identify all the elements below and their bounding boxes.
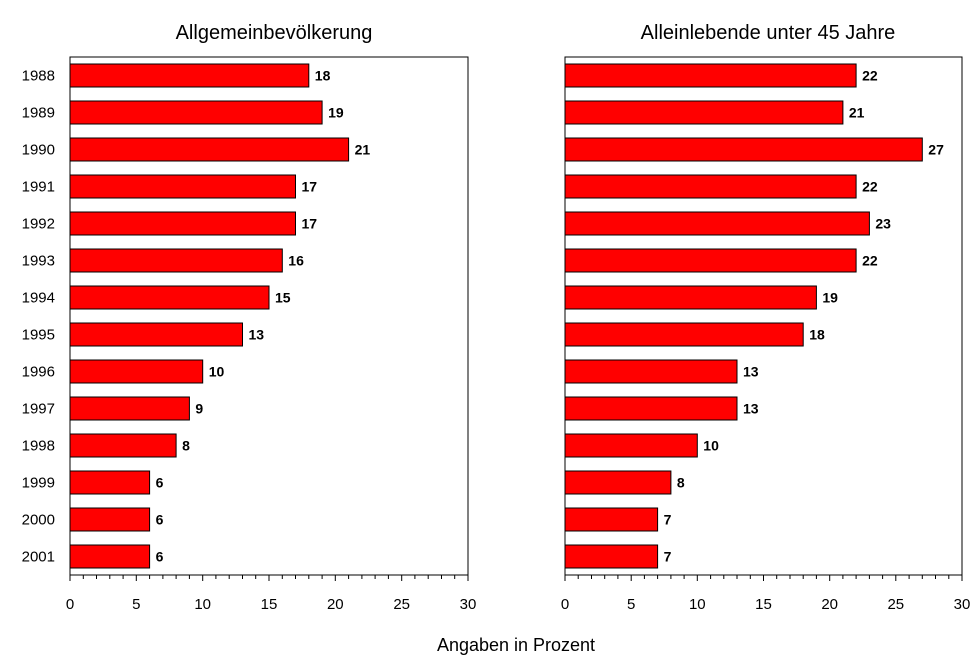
bar-1992 (69, 211, 296, 236)
data-label-1992: 23 (875, 216, 891, 232)
x-tick-label-20: 20 (821, 596, 838, 613)
bar-1988 (564, 63, 857, 88)
category-label-1989: 1989 (22, 105, 55, 122)
data-label-1993: 16 (288, 253, 304, 269)
category-label-2001: 2001 (22, 549, 55, 566)
x-tick-label-10: 10 (194, 596, 211, 613)
x-axis-label: Angaben in Prozent (437, 635, 595, 655)
x-tick-label-15: 15 (261, 596, 278, 613)
category-label-1990: 1990 (22, 142, 55, 159)
bar-1991 (564, 174, 857, 199)
category-label-1995: 1995 (22, 327, 55, 344)
data-label-1995: 18 (809, 327, 825, 343)
data-label-2001: 6 (156, 549, 164, 565)
bar-1999 (69, 470, 151, 495)
data-label-1998: 10 (703, 438, 719, 454)
x-tick-label-15: 15 (755, 596, 772, 613)
data-label-2000: 7 (664, 512, 672, 528)
bar-1996 (564, 359, 738, 384)
bar-1997 (564, 396, 738, 421)
bar-1998 (564, 433, 698, 458)
x-tick-label-0: 0 (561, 596, 569, 613)
bar-1994 (564, 285, 817, 310)
data-label-1997: 13 (743, 401, 759, 417)
bar-2000 (69, 507, 151, 532)
bar-1997 (69, 396, 190, 421)
plot-frame (564, 56, 963, 576)
data-label-1991: 17 (302, 179, 318, 195)
x-tick-label-5: 5 (627, 596, 635, 613)
x-tick-label-30: 30 (460, 596, 477, 613)
bar-1995 (69, 322, 243, 347)
category-label-1996: 1996 (22, 364, 55, 381)
bar-2001 (564, 544, 659, 569)
x-tick-label-20: 20 (327, 596, 344, 613)
data-label-2001: 7 (664, 549, 672, 565)
data-label-1989: 19 (328, 105, 344, 121)
data-label-1997: 9 (195, 401, 203, 417)
bar-1995 (564, 322, 804, 347)
data-label-1990: 27 (928, 142, 944, 158)
data-label-1988: 22 (862, 68, 878, 84)
data-label-1994: 15 (275, 290, 291, 306)
bar-1990 (69, 137, 350, 162)
x-tick-label-0: 0 (66, 596, 74, 613)
data-label-1999: 8 (677, 475, 685, 491)
x-tick-label-5: 5 (132, 596, 140, 613)
category-label-1991: 1991 (22, 179, 55, 196)
category-label-1997: 1997 (22, 401, 55, 418)
bar-1998 (69, 433, 177, 458)
category-label-1992: 1992 (22, 216, 55, 233)
data-label-1992: 17 (302, 216, 318, 232)
plot-frame (69, 56, 469, 576)
category-label-1994: 1994 (22, 290, 55, 307)
data-label-1999: 6 (156, 475, 164, 491)
x-tick-label-25: 25 (393, 596, 410, 613)
category-label-1998: 1998 (22, 438, 55, 455)
data-label-1988: 18 (315, 68, 331, 84)
bar-2001 (69, 544, 151, 569)
x-tick-label-30: 30 (954, 596, 971, 613)
category-label-2000: 2000 (22, 512, 55, 529)
data-label-1998: 8 (182, 438, 190, 454)
bar-1996 (69, 359, 204, 384)
bar-1994 (69, 285, 270, 310)
category-label-1993: 1993 (22, 253, 55, 270)
right-panel: Alleinlebende unter 45 Jahre 22 21 27 22 23 22… (561, 22, 971, 613)
data-label-1995: 13 (249, 327, 265, 343)
bar-1993 (564, 248, 857, 273)
bar-1992 (564, 211, 870, 236)
data-label-1993: 22 (862, 253, 878, 269)
bar-2000 (564, 507, 659, 532)
x-tick-label-25: 25 (887, 596, 904, 613)
chart-title: Allgemeinbevölkerung (176, 22, 373, 44)
data-label-1989: 21 (849, 105, 865, 121)
data-label-1994: 19 (822, 290, 838, 306)
bar-1989 (564, 100, 844, 125)
data-label-1996: 10 (209, 364, 225, 380)
left-panel: Allgemeinbevölkerung 18 1988 19 1989 21 1990 17… (22, 22, 477, 613)
bar-1990 (564, 137, 923, 162)
x-tick-label-10: 10 (689, 596, 706, 613)
data-label-1996: 13 (743, 364, 759, 380)
data-label-1991: 22 (862, 179, 878, 195)
bar-1999 (564, 470, 672, 495)
category-label-1988: 1988 (22, 68, 55, 85)
data-label-1990: 21 (355, 142, 371, 158)
chart-title: Alleinlebende unter 45 Jahre (641, 22, 896, 44)
bar-1991 (69, 174, 296, 199)
bar-1989 (69, 100, 323, 125)
data-label-2000: 6 (156, 512, 164, 528)
category-label-1999: 1999 (22, 475, 55, 492)
bar-1988 (69, 63, 310, 88)
bar-1993 (69, 248, 283, 273)
